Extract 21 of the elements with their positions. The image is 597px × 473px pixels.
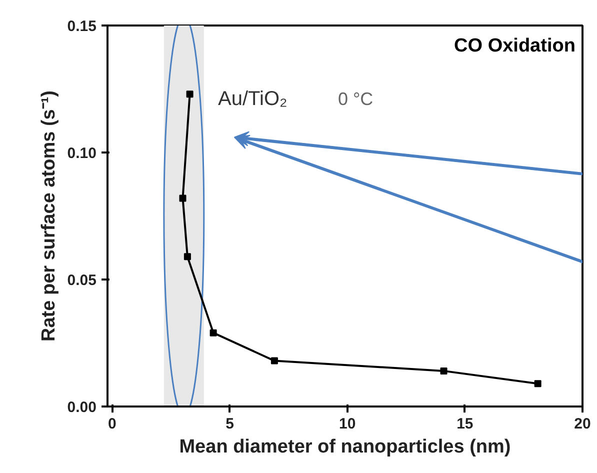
x-tick-label: 20 xyxy=(574,416,591,432)
point xyxy=(210,329,217,336)
annotation: Au/TiO₂ xyxy=(218,88,288,110)
y-tick-label: 0.15 xyxy=(67,18,97,35)
x-tick-label: 15 xyxy=(456,416,474,432)
x-axis-title: Mean diameter of nanoparticles (nm) xyxy=(179,436,511,458)
point xyxy=(179,194,186,202)
point xyxy=(440,367,448,374)
x-tick-label: 0 xyxy=(108,416,116,432)
x-tick-label: 10 xyxy=(339,416,356,432)
point xyxy=(186,90,194,98)
annotation: CO Oxidation xyxy=(454,35,576,56)
annotation: 0 °C xyxy=(338,89,374,110)
y-axis-title: Rate per surface atoms (s⁻¹) xyxy=(38,90,60,342)
y-tick-label: 0.00 xyxy=(67,399,97,416)
point xyxy=(184,253,191,260)
y-tick-label: 0.05 xyxy=(67,272,97,289)
x-tick-label: 5 xyxy=(226,416,234,432)
point xyxy=(534,380,542,388)
point xyxy=(270,357,278,364)
y-tick-label: 0.10 xyxy=(67,145,97,162)
